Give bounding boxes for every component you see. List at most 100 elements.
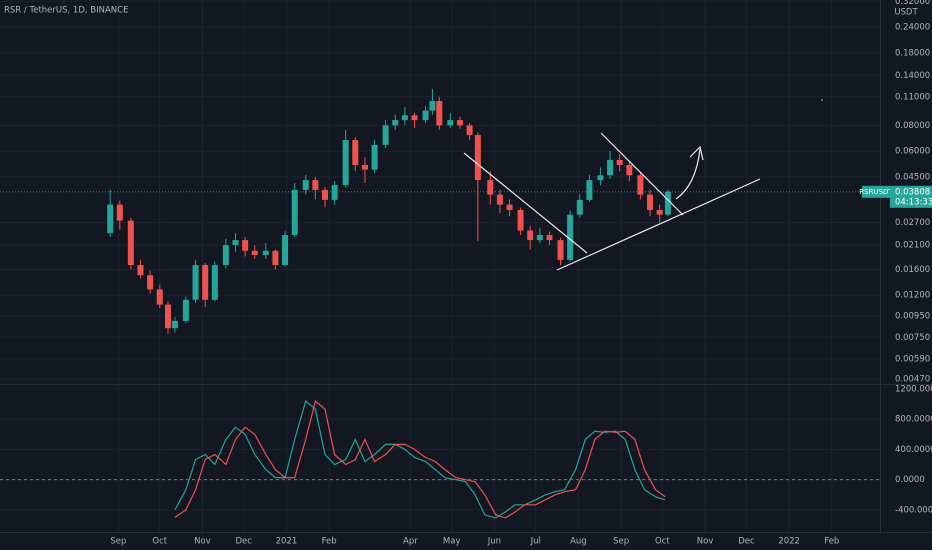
y-tick-label: 0.02100 (895, 241, 930, 251)
y-tick-label: 400.0000 (895, 445, 932, 455)
trend-line (463, 152, 588, 254)
price-tag-bg (890, 185, 932, 208)
candle-body (382, 125, 389, 145)
candle-body (487, 180, 494, 195)
y-tick-label: 0.18000 (895, 48, 930, 58)
y-tick-label: 0.00590 (895, 354, 930, 364)
candle-body (607, 159, 614, 176)
candle-body (342, 140, 349, 185)
candle-body (536, 235, 543, 241)
candle-body (517, 209, 524, 231)
candle-body (466, 125, 473, 136)
candle-body (392, 120, 399, 126)
x-tick-label: Dec (738, 537, 755, 547)
x-tick-label: Dec (236, 537, 253, 547)
candle-body (664, 191, 671, 215)
candle-body (147, 275, 154, 290)
x-tick-label: 2021 (276, 537, 298, 547)
x-tick-label: Oct (655, 537, 670, 547)
y-tick-label: 0.14000 (895, 71, 930, 81)
y-tick-label: 0.02700 (895, 218, 930, 228)
x-tick-label: Oct (152, 537, 167, 547)
candle-body (232, 240, 239, 246)
y-tick-label: 0.00750 (895, 333, 930, 343)
candle-body (637, 175, 644, 195)
y-tick-label: -400.0000 (895, 505, 932, 515)
candle-body (527, 230, 534, 241)
candle-body (262, 250, 269, 256)
trend-line (600, 132, 684, 216)
x-tick-label: Feb (322, 537, 337, 547)
y-tick-label: 0.01600 (895, 265, 930, 275)
y-tick-label: 0.01200 (895, 291, 930, 301)
x-tick-label: Feb (824, 537, 839, 547)
candle-body (567, 214, 574, 260)
candle-body (192, 265, 199, 300)
candle-body (447, 120, 454, 126)
candle-body (171, 320, 178, 329)
x-tick-label: Nov (194, 537, 211, 547)
candle-body (422, 110, 429, 121)
candle-body (291, 189, 298, 236)
y-tick-label: 0.11000 (895, 92, 930, 102)
x-tick-label: Nov (697, 537, 714, 547)
candle-body (242, 240, 249, 251)
y-tick-label: 800.0000 (895, 415, 932, 425)
candle-body (107, 204, 114, 234)
candle-body (322, 189, 329, 200)
candle-body (456, 120, 463, 126)
candle-body (429, 101, 436, 111)
x-tick-label: Aug (570, 537, 587, 547)
y-tick-label: 0.00470 (895, 375, 930, 385)
y-tick-label: 0.04500 (895, 172, 930, 182)
candle-body (597, 175, 604, 181)
candle-body (436, 101, 443, 126)
candle-body (506, 204, 513, 210)
candle-body (282, 235, 289, 266)
arrow (675, 148, 701, 200)
symbol-tag: RSRUSDT (859, 188, 893, 196)
candle-body (116, 204, 123, 221)
y-tick-label: 1200.0000 (895, 385, 932, 395)
symbol-tag-bg (862, 185, 890, 198)
y-tick-label: 0.32000 (895, 0, 930, 7)
y-tick-label: 0.00950 (895, 312, 930, 322)
candle-body (576, 199, 583, 215)
candle-body (127, 220, 134, 266)
x-tick-label: Apr (403, 537, 418, 547)
candle-body (156, 289, 163, 305)
candle-body (251, 250, 258, 256)
x-tick-label: Jun (487, 537, 501, 547)
marks (0, 89, 880, 519)
countdown: 04:13:33 (895, 197, 932, 207)
x-tick-label: Sep (110, 537, 126, 547)
chart-title: RSR / TetherUS, 1D, BINANCE (4, 6, 128, 16)
candle-body (361, 164, 368, 170)
candle-body (401, 115, 408, 121)
x-tick-label: May (443, 537, 461, 547)
y-tick-label: 0.08000 (895, 121, 930, 131)
candle-body (202, 265, 209, 300)
currency-label: USDT (894, 8, 918, 18)
y-tick-label: 0.06000 (895, 147, 930, 157)
candle-body (182, 299, 189, 321)
candle-body (222, 245, 229, 266)
drawings (463, 132, 761, 271)
x-tick-label: Jul (530, 537, 541, 547)
candle-body (496, 194, 503, 205)
oscillator-line (174, 400, 666, 519)
candle-body (165, 304, 172, 329)
arrow-head (689, 145, 704, 161)
y-tick-label: 0.0000 (895, 475, 925, 485)
candle-body (211, 265, 218, 300)
candle-body (137, 265, 144, 276)
candle-body (302, 180, 309, 190)
dot (821, 99, 823, 101)
trend-line (556, 178, 761, 271)
candle-body (626, 164, 633, 176)
x-tick-label: 2022 (778, 537, 800, 547)
candle-body (312, 180, 319, 190)
